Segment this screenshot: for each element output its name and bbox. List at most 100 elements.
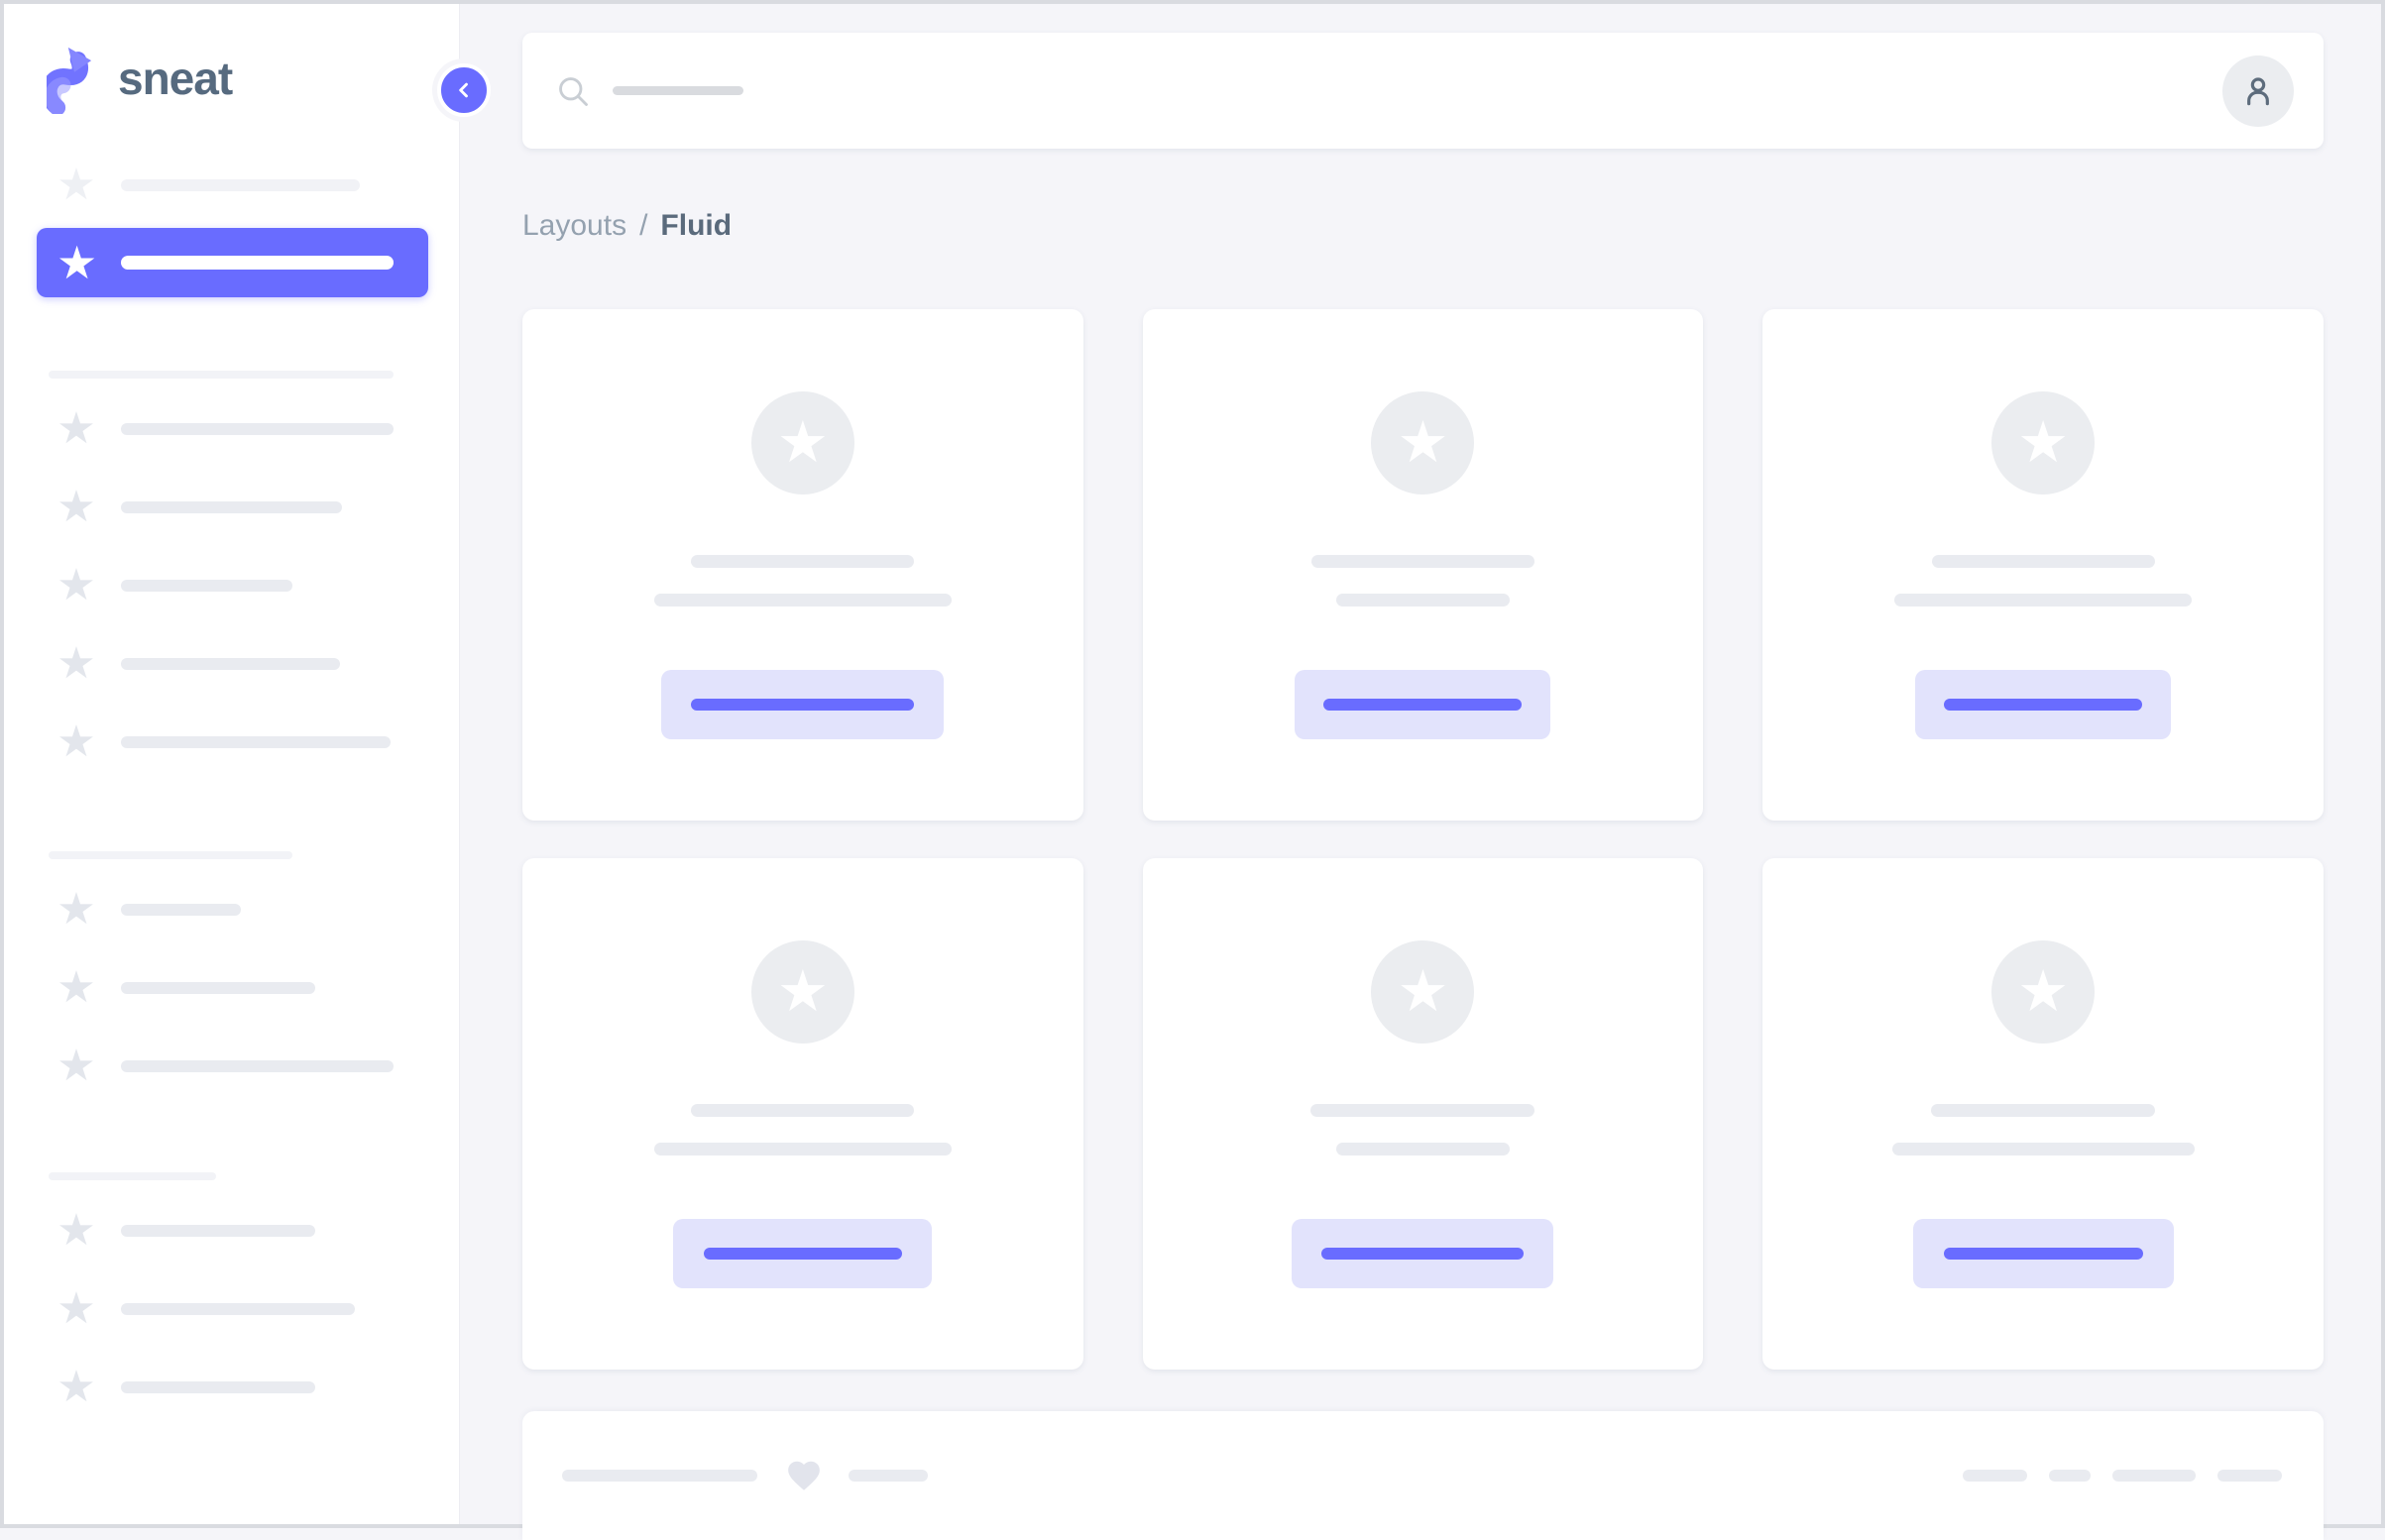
card-text-line-placeholder (653, 1143, 952, 1155)
sneat-logo-icon (47, 47, 92, 114)
sidebar-item[interactable]: ★ (4, 1039, 459, 1094)
placeholder-card: ★ (522, 309, 1083, 821)
user-avatar-button[interactable] (2222, 55, 2294, 127)
sidebar-item[interactable]: ★ (4, 715, 459, 770)
footer-link-placeholder (1963, 1470, 2027, 1482)
app-logo[interactable]: sneat (4, 4, 459, 114)
placeholder-card: ★ (1762, 858, 2324, 1370)
sidebar-item[interactable]: ★ (4, 636, 459, 692)
card-text-line-placeholder (1931, 1104, 2156, 1117)
button-label-placeholder (703, 1248, 902, 1260)
star-icon: ★ (776, 410, 829, 475)
star-icon: ★ (57, 237, 98, 288)
menu-item-label-placeholder (121, 658, 340, 670)
sidebar-item[interactable]: ★ (4, 558, 459, 613)
menu-section-divider (49, 851, 292, 859)
menu-item-label-placeholder (121, 580, 292, 592)
menu-item-label-placeholder (121, 736, 391, 748)
footer-link-placeholder (2049, 1470, 2091, 1482)
footer-text-placeholder (849, 1470, 928, 1482)
breadcrumb: Layouts / Fluid (522, 209, 732, 243)
card-text-line-placeholder (1310, 555, 1534, 568)
sidebar-item[interactable]: ★ (4, 960, 459, 1016)
sidebar-item[interactable]: ★ (4, 480, 459, 535)
sidebar-item[interactable]: ★ (4, 1203, 459, 1259)
star-icon: ★ (2017, 410, 2070, 475)
sidebar-menu: ★ ★ ★ ★ ★ ★ ★ ★ ★ ★ ★ ★ ★ (4, 161, 459, 1415)
top-navbar (522, 33, 2324, 149)
sidebar-item[interactable]: ★ (4, 1360, 459, 1415)
breadcrumb-link-layouts[interactable]: Layouts (522, 209, 627, 242)
star-icon: ★ (57, 1284, 96, 1333)
footer-link-placeholder (2217, 1470, 2282, 1482)
star-icon: ★ (1397, 410, 1449, 475)
star-icon: ★ (776, 959, 829, 1024)
menu-item-label-placeholder (121, 256, 394, 270)
card-action-button-placeholder[interactable] (1912, 1219, 2174, 1288)
footer-text-placeholder (562, 1470, 757, 1482)
star-icon: ★ (57, 483, 96, 531)
star-icon: ★ (1397, 959, 1449, 1024)
sidebar-item-active[interactable]: ★ (37, 228, 428, 297)
button-label-placeholder (1943, 1248, 2143, 1260)
card-text-line-placeholder (1310, 1104, 1535, 1117)
placeholder-card: ★ (1762, 309, 2324, 821)
card-text-line-placeholder (691, 555, 915, 568)
menu-section-divider (49, 371, 394, 379)
sidebar-item[interactable]: ★ (4, 882, 459, 937)
card-text-line-placeholder (1891, 1143, 2195, 1155)
card-action-button-placeholder[interactable] (673, 1219, 933, 1288)
placeholder-card: ★ (522, 858, 1083, 1370)
footer-link-placeholder (2112, 1470, 2196, 1482)
menu-section-divider (49, 1172, 216, 1180)
cards-grid: ★ ★ ★ ★ (522, 309, 2324, 1370)
card-action-button-placeholder[interactable] (1292, 1219, 1554, 1288)
card-action-button-placeholder[interactable] (1915, 670, 2172, 739)
card-text-line-placeholder (691, 1104, 915, 1117)
menu-item-label-placeholder (121, 982, 315, 994)
star-icon: ★ (57, 963, 96, 1012)
search-icon (559, 76, 588, 106)
menu-item-label-placeholder (121, 179, 360, 191)
star-icon: ★ (57, 1363, 96, 1411)
star-icon: ★ (57, 885, 96, 934)
card-action-button-placeholder[interactable] (661, 670, 945, 739)
search-input[interactable] (555, 33, 743, 149)
chevron-left-icon (459, 82, 468, 98)
card-avatar-circle: ★ (1371, 940, 1475, 1044)
sidebar-item[interactable]: ★ (4, 161, 459, 210)
card-text-line-placeholder (1335, 594, 1510, 606)
button-label-placeholder (1321, 1248, 1525, 1260)
menu-item-label-placeholder (121, 423, 394, 435)
sidebar-item[interactable]: ★ (4, 401, 459, 457)
menu-item-label-placeholder (121, 1381, 315, 1393)
card-text-line-placeholder (1335, 1143, 1510, 1155)
star-icon: ★ (57, 561, 96, 609)
footer-left-group (562, 1457, 928, 1494)
user-icon (2247, 76, 2269, 105)
app-title: sneat (118, 53, 233, 104)
card-avatar-circle: ★ (1991, 940, 2096, 1044)
sidebar-collapse-button[interactable] (437, 63, 491, 117)
menu-item-label-placeholder (121, 904, 241, 916)
star-icon: ★ (57, 1042, 96, 1090)
menu-item-label-placeholder (121, 501, 342, 513)
card-text-line-placeholder (653, 594, 952, 606)
menu-item-label-placeholder (121, 1060, 394, 1072)
card-action-button-placeholder[interactable] (1295, 670, 1551, 739)
star-icon: ★ (57, 639, 96, 688)
placeholder-card: ★ (1142, 309, 1704, 821)
star-icon: ★ (57, 1206, 96, 1255)
card-avatar-circle: ★ (750, 940, 854, 1044)
star-icon: ★ (57, 161, 96, 209)
heart-icon (788, 1461, 820, 1490)
star-icon: ★ (57, 717, 96, 766)
button-label-placeholder (1323, 699, 1523, 711)
sidebar-item[interactable]: ★ (4, 1281, 459, 1337)
menu-item-label-placeholder (121, 1225, 315, 1237)
card-avatar-circle: ★ (750, 391, 854, 495)
star-icon: ★ (2017, 959, 2070, 1024)
card-avatar-circle: ★ (1371, 391, 1475, 495)
breadcrumb-current-page: Fluid (660, 209, 733, 242)
